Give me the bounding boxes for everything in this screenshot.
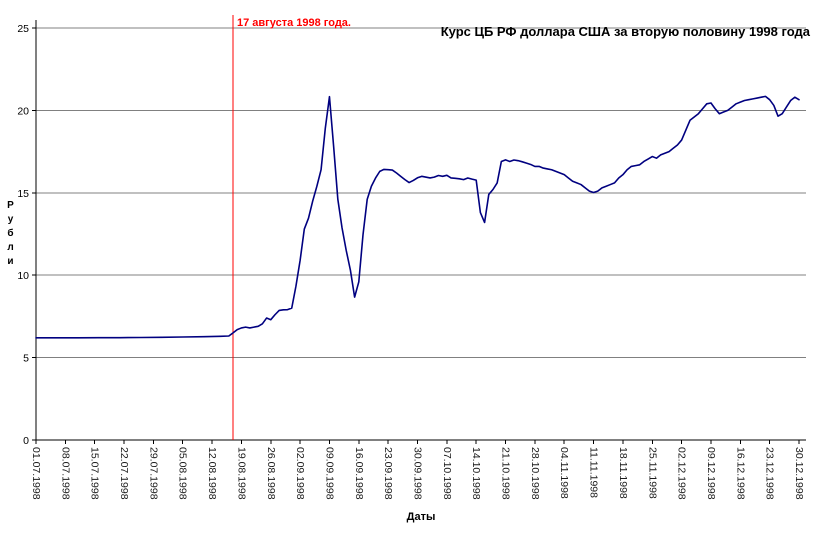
x-tick-label: 25.11.1998 [646, 447, 658, 499]
y-axis-label: Рубли [5, 200, 16, 270]
x-tick-label: 04.11.1998 [558, 447, 570, 499]
x-tick-label: 07.10.1998 [441, 447, 453, 500]
x-tick-label: 18.11.1998 [617, 447, 629, 499]
x-tick-label: 29.07.1998 [147, 447, 159, 500]
x-tick-label: 23.12.1998 [764, 447, 776, 500]
x-tick-label: 28.10.1998 [529, 447, 541, 500]
x-tick-label: 14.10.1998 [470, 447, 482, 500]
y-tick-label: 5 [23, 353, 29, 365]
y-tick-label: 20 [17, 105, 29, 117]
x-tick-label: 01.07.1998 [30, 447, 42, 500]
x-tick-label: 16.12.1998 [734, 447, 746, 500]
x-tick-label: 11.11.1998 [588, 447, 600, 498]
y-tick-label: 25 [17, 23, 29, 35]
y-tick-label: 15 [17, 188, 29, 200]
x-tick-label: 05.08.1998 [177, 447, 189, 500]
x-tick-label: 22.07.1998 [118, 447, 130, 500]
x-tick-label: 23.09.1998 [382, 447, 394, 500]
x-tick-label: 02.12.1998 [676, 447, 688, 500]
x-tick-label: 30.12.1998 [793, 447, 805, 500]
x-tick-label: 12.08.1998 [206, 447, 218, 500]
x-tick-label: 15.07.1998 [89, 447, 101, 500]
x-tick-label: 02.09.1998 [294, 447, 306, 500]
crisis-date-annotation: 17 августа 1998 года. [237, 17, 351, 29]
y-tick-label: 10 [17, 270, 29, 282]
chart-title: Курс ЦБ РФ доллара США за вторую половин… [440, 24, 810, 39]
x-tick-label: 16.09.1998 [353, 447, 365, 500]
x-tick-label: 30.09.1998 [412, 447, 424, 500]
x-tick-label: 09.12.1998 [705, 447, 717, 500]
rate-line [35, 95, 800, 339]
x-tick-label: 26.08.1998 [265, 447, 277, 500]
x-axis-label: Даты [406, 511, 436, 523]
x-tick-label: 09.09.1998 [323, 447, 335, 500]
x-tick-label: 08.07.1998 [59, 447, 71, 500]
x-tick-label: 21.10.1998 [500, 447, 512, 500]
x-tick-label: 19.08.1998 [235, 447, 247, 500]
y-tick-label: 0 [23, 435, 29, 447]
